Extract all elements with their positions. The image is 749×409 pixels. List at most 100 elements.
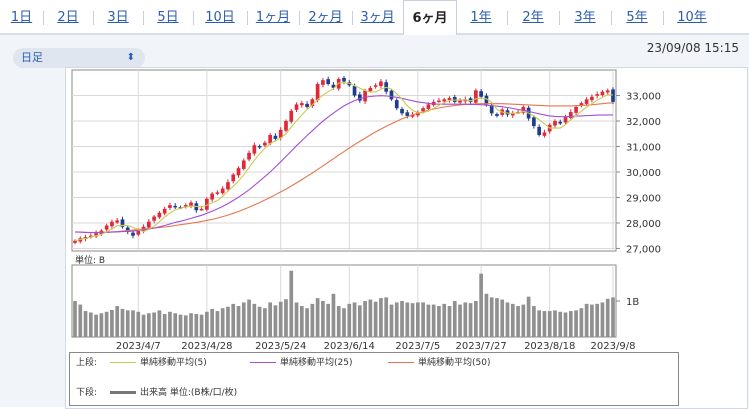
volume-bar bbox=[273, 305, 278, 337]
candle-body bbox=[421, 108, 425, 112]
x-tick-label: 2023/7/5 bbox=[395, 341, 440, 352]
volume-bar bbox=[590, 304, 594, 337]
volume-bar bbox=[305, 308, 309, 337]
tab-6[interactable]: 2ヶ月 bbox=[308, 10, 343, 25]
legend-lower-label: 下段: bbox=[76, 388, 98, 398]
ma25-line bbox=[74, 95, 613, 234]
candle-body bbox=[447, 98, 452, 101]
candle-body bbox=[146, 221, 151, 228]
candle-body bbox=[289, 110, 294, 122]
volume-bar bbox=[88, 312, 93, 337]
candle-body bbox=[189, 202, 193, 206]
legend-ma25-swatch bbox=[250, 362, 276, 363]
volume-bar bbox=[547, 311, 552, 337]
volume-bar bbox=[526, 296, 531, 337]
tab-5[interactable]: 1ヶ月 bbox=[255, 10, 291, 25]
tab-7[interactable]: 3ヶ月 bbox=[360, 10, 395, 25]
candle-body bbox=[247, 152, 251, 160]
candle-body bbox=[321, 80, 325, 85]
volume-bar bbox=[373, 301, 378, 337]
candle-body bbox=[373, 85, 378, 87]
candle-body bbox=[379, 81, 383, 87]
tab-separator bbox=[611, 11, 612, 25]
tab-8[interactable]: 6ヶ月 bbox=[403, 0, 457, 35]
candle-body bbox=[268, 135, 273, 144]
volume-bar bbox=[537, 310, 542, 337]
candle-body bbox=[352, 86, 357, 96]
volume-bar bbox=[384, 297, 389, 337]
candle-body bbox=[579, 103, 584, 106]
candle-body bbox=[131, 232, 135, 236]
legend-ma50-label: 単純移動平均(50) bbox=[418, 358, 491, 368]
chart-legend: 上段: 単純移動平均(5) 単純移動平均(25) 単純移動平均(50) 下段: … bbox=[69, 352, 679, 406]
tab-10[interactable]: 2年 bbox=[522, 10, 544, 25]
volume-bar bbox=[505, 302, 510, 337]
candle-body bbox=[310, 99, 315, 106]
y-tick-label: 27,000 bbox=[626, 244, 661, 255]
volume-bar bbox=[252, 303, 257, 337]
volume-bar bbox=[73, 301, 77, 337]
candle-body bbox=[532, 117, 536, 127]
candle-body bbox=[326, 79, 331, 85]
y-tick-label: 33,000 bbox=[626, 91, 661, 102]
x-tick-label: 2023/4/28 bbox=[181, 341, 232, 352]
candle-body bbox=[241, 160, 246, 169]
candle-body bbox=[252, 145, 257, 154]
legend-ma50: 単純移動平均(50) bbox=[388, 356, 490, 370]
period-tab-bar: 1日 2日 3日 5日 10日 1ヶ月 2ヶ月 3ヶ月 6ヶ月 1年 2年 3年 5年 10年 bbox=[0, 0, 749, 35]
y-tick-label: 31,000 bbox=[626, 142, 661, 153]
tab-0[interactable]: 1日 bbox=[10, 10, 33, 25]
candle-body bbox=[215, 192, 220, 194]
tab-9[interactable]: 1年 bbox=[470, 10, 492, 25]
volume-bar bbox=[474, 301, 478, 337]
tab-4[interactable]: 10日 bbox=[205, 10, 235, 25]
volume-tick-label: 1B bbox=[626, 297, 639, 308]
volume-bar bbox=[553, 310, 557, 337]
tab-1[interactable]: 2日 bbox=[57, 10, 79, 25]
candle-body bbox=[452, 97, 457, 102]
volume-bar bbox=[120, 308, 125, 337]
tab-separator bbox=[663, 11, 664, 25]
volume-bar bbox=[521, 304, 526, 337]
volume-bar bbox=[431, 304, 436, 337]
tab-11[interactable]: 3年 bbox=[574, 10, 596, 25]
chevron-updown-icon: ⬍ bbox=[126, 52, 135, 63]
candle-body bbox=[284, 120, 288, 131]
candle-body bbox=[104, 225, 109, 230]
volume-bar bbox=[331, 293, 336, 337]
candle-body bbox=[558, 121, 563, 124]
legend-ma50-swatch bbox=[388, 362, 414, 363]
candle-body bbox=[278, 129, 283, 138]
volume-bar bbox=[115, 306, 120, 337]
tab-2[interactable]: 3日 bbox=[107, 10, 129, 25]
volume-bar bbox=[558, 311, 563, 337]
volume-bar bbox=[247, 299, 251, 337]
candle-body bbox=[136, 230, 141, 235]
candle-body bbox=[600, 91, 605, 95]
tab-12[interactable]: 5年 bbox=[626, 10, 648, 25]
y-tick-label: 30,000 bbox=[626, 168, 661, 179]
volume-bar bbox=[357, 305, 362, 337]
volume-bar bbox=[83, 311, 88, 337]
tab-3[interactable]: 5日 bbox=[157, 10, 179, 25]
candle-body bbox=[611, 89, 615, 102]
volume-bar bbox=[299, 306, 304, 337]
volume-bar bbox=[458, 304, 462, 337]
tab-13[interactable]: 10年 bbox=[677, 10, 707, 25]
volume-bar bbox=[510, 303, 515, 337]
candle-body bbox=[389, 90, 394, 100]
candle-period-select[interactable]: 日足 ⬍ bbox=[13, 48, 145, 68]
tab-separator bbox=[507, 11, 508, 25]
candle-body bbox=[474, 90, 478, 103]
volume-bar bbox=[157, 310, 162, 337]
candle-body bbox=[199, 208, 204, 211]
candle-body bbox=[426, 104, 431, 110]
candle-body bbox=[590, 96, 594, 101]
volume-bar bbox=[141, 314, 146, 337]
volume-bar bbox=[236, 306, 241, 337]
volume-bar bbox=[605, 298, 610, 337]
volume-bar bbox=[421, 302, 425, 337]
volume-bar bbox=[415, 302, 420, 337]
volume-bar bbox=[146, 313, 151, 337]
candle-body bbox=[479, 91, 483, 97]
